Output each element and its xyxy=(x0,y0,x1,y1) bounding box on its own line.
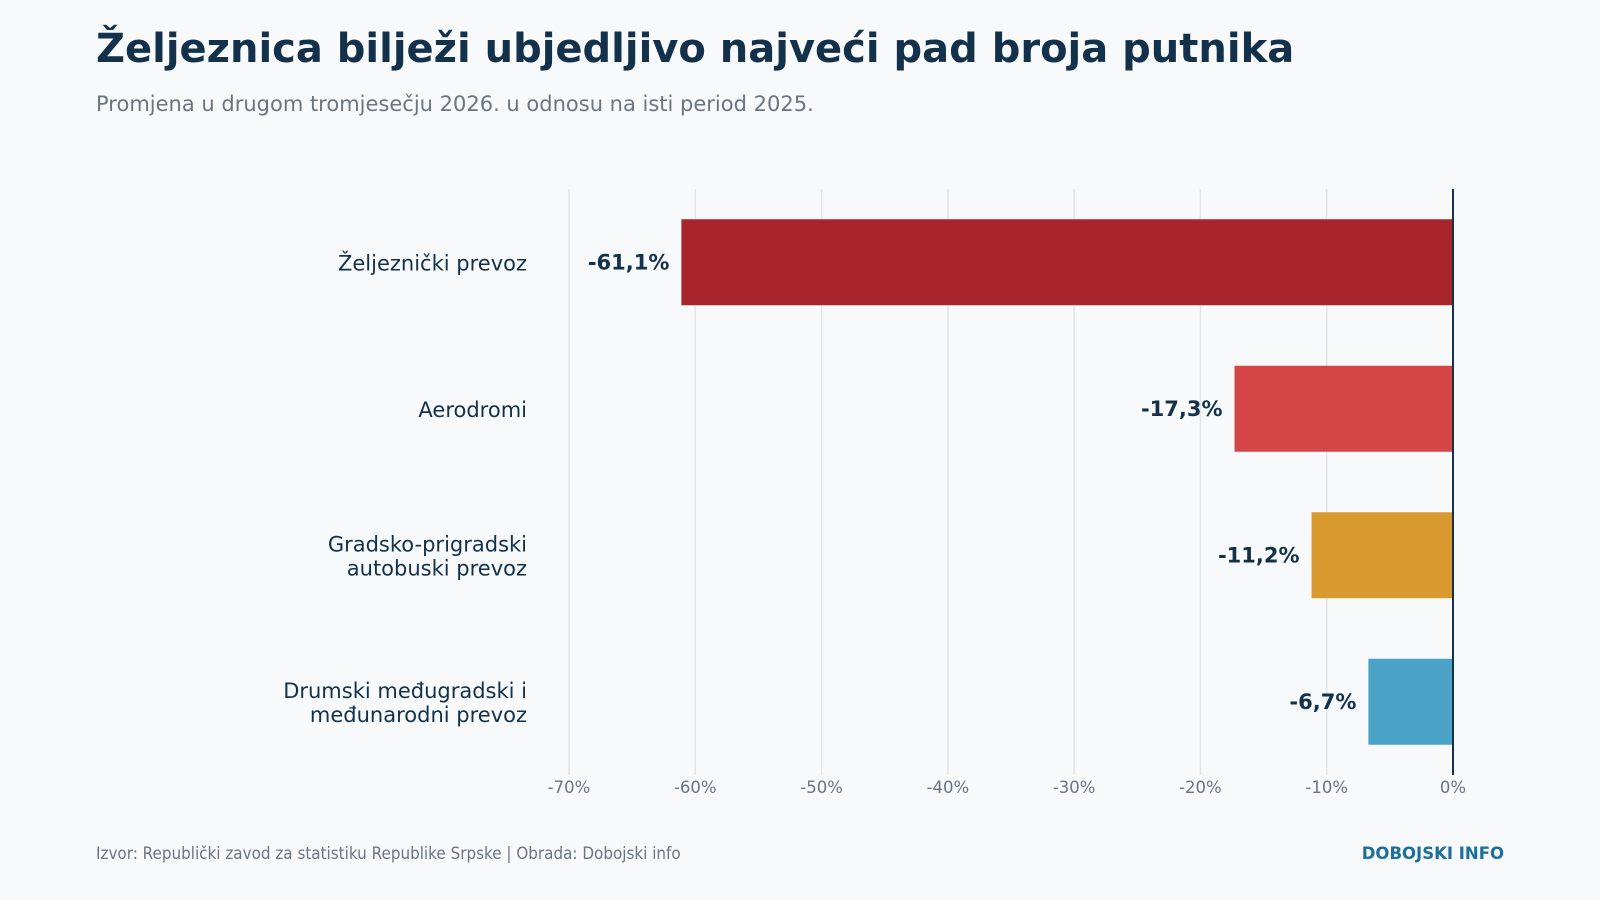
value-label: -11,2% xyxy=(1218,543,1300,567)
value-label: -17,3% xyxy=(1141,397,1223,421)
bar xyxy=(1234,365,1453,452)
category-label: Gradsko-prigradski autobuski prevoz xyxy=(328,532,527,580)
x-tick-label: 0% xyxy=(1440,778,1466,797)
x-tick-label: -70% xyxy=(548,778,591,797)
brand-logo-text: DOBOJSKI INFO xyxy=(1361,844,1504,863)
x-tick-label: -20% xyxy=(1179,778,1222,797)
chart-subtitle: Promjena u drugom tromjesečju 2026. u od… xyxy=(96,92,814,116)
value-label: -61,1% xyxy=(588,250,670,274)
category-label-line: autobuski prevoz xyxy=(347,556,527,580)
category-label-line: Aerodromi xyxy=(418,398,527,422)
x-tick-label: -10% xyxy=(1305,778,1348,797)
category-label-line: Drumski međugradski i xyxy=(283,679,527,703)
source-note: Izvor: Republički zavod za statistiku Re… xyxy=(96,844,681,863)
category-label: Željeznički prevoz xyxy=(338,250,527,275)
category-label-line: Željeznički prevoz xyxy=(338,250,527,275)
x-tick-label: -50% xyxy=(800,778,843,797)
bar xyxy=(681,219,1453,306)
x-tick-label: -30% xyxy=(1053,778,1096,797)
value-label: -6,7% xyxy=(1289,690,1356,714)
category-label: Drumski međugradski i međunarodni prevoz xyxy=(283,679,527,727)
category-label-line: Gradsko-prigradski xyxy=(328,532,527,556)
x-tick-label: -60% xyxy=(674,778,717,797)
category-label: Aerodromi xyxy=(418,398,527,422)
value-labels: -61,1% -17,3% -11,2% -6,7% xyxy=(588,250,1357,714)
x-tick-labels: -70% -60% -50% -40% -30% -20% -10% 0% xyxy=(548,778,1466,797)
bar xyxy=(1368,658,1453,745)
x-tick-label: -40% xyxy=(927,778,970,797)
category-label-line: međunarodni prevoz xyxy=(310,703,527,727)
bar xyxy=(1311,512,1453,599)
bars xyxy=(681,219,1453,745)
category-labels: Željeznički prevoz Aerodromi Gradsko-prigr… xyxy=(283,250,527,727)
chart-title: Željeznica bilježi ubjedljivo najveći pa… xyxy=(96,26,1295,72)
